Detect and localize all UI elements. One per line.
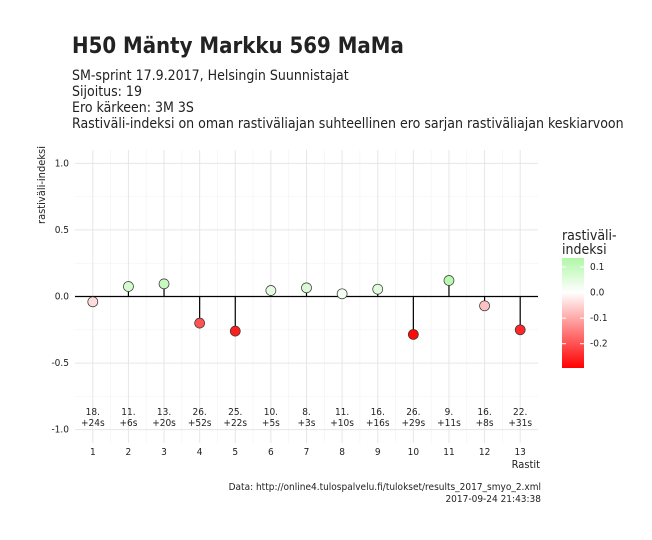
subtitle: Ero kärkeen: 3M 3S xyxy=(72,100,194,116)
x-tick-label: 11 xyxy=(443,447,454,458)
point xyxy=(514,324,526,336)
point xyxy=(265,285,277,296)
split-label: +11s xyxy=(437,418,461,429)
x-tick-label: 4 xyxy=(197,447,203,458)
y-tick-label: 1.0 xyxy=(55,158,70,169)
point xyxy=(336,288,348,300)
split-label: +52s xyxy=(188,418,212,429)
subtitle: SM-sprint 17.9.2017, Helsingin Suunnista… xyxy=(72,68,349,84)
point xyxy=(443,275,455,286)
point xyxy=(229,325,241,337)
rank-label: 16. xyxy=(477,407,491,418)
rank-label: 16. xyxy=(371,407,385,418)
split-label: +24s xyxy=(81,418,105,429)
rank-label: 18. xyxy=(86,407,100,418)
subtitle: Sijoitus: 19 xyxy=(72,84,142,100)
split-label: +3s xyxy=(298,418,316,429)
color-bar xyxy=(562,258,584,368)
point xyxy=(87,296,99,308)
subtitle: Rastiväli-indeksi on oman rastiväliajan … xyxy=(72,116,624,132)
point xyxy=(194,317,206,329)
x-tick-label: 7 xyxy=(304,447,310,458)
x-tick-label: 5 xyxy=(232,447,238,458)
point xyxy=(301,282,312,294)
rank-label: 26. xyxy=(406,407,420,418)
rank-label: 11. xyxy=(335,407,349,418)
split-label: +20s xyxy=(152,418,176,429)
rank-label: 22. xyxy=(513,407,527,418)
x-axis-title: Rastit xyxy=(512,458,540,471)
legend-title: indeksi xyxy=(562,242,607,258)
rank-label: 8. xyxy=(302,407,311,418)
split-label: +5s xyxy=(262,418,280,429)
x-tick-label: 9 xyxy=(375,447,381,458)
rank-label: 9. xyxy=(445,407,454,418)
color-tick-label: 0.0 xyxy=(590,288,605,299)
y-tick-label: 0.0 xyxy=(55,292,70,303)
legend-title: rastiväli- xyxy=(562,228,617,244)
x-tick-label: 12 xyxy=(479,447,490,458)
rank-label: 26. xyxy=(192,407,206,418)
x-tick-label: 8 xyxy=(339,447,345,458)
x-tick-label: 2 xyxy=(126,447,132,458)
point xyxy=(407,329,419,340)
split-label: +6s xyxy=(119,418,137,429)
caption: 2017-09-24 21:43:38 xyxy=(445,494,541,505)
color-tick-label: 0.1 xyxy=(590,262,604,273)
x-tick-label: 10 xyxy=(408,447,420,458)
x-tick-label: 3 xyxy=(161,447,167,458)
color-tick-label: -0.1 xyxy=(590,313,608,324)
split-label: +29s xyxy=(402,418,426,429)
split-label: +22s xyxy=(223,418,247,429)
y-tick-label: -1.0 xyxy=(51,425,69,436)
rank-label: 10. xyxy=(264,407,278,418)
color-tick-label: -0.2 xyxy=(590,339,608,350)
x-tick-label: 6 xyxy=(268,447,274,458)
point xyxy=(479,300,490,312)
y-tick-label: -0.5 xyxy=(51,358,69,369)
rank-label: 25. xyxy=(228,407,242,418)
split-label: +31s xyxy=(508,418,532,429)
point xyxy=(372,283,384,295)
split-label: +8s xyxy=(476,418,494,429)
chart-title: H50 Mänty Markku 569 MaMa xyxy=(72,34,404,59)
x-tick-label: 13 xyxy=(514,447,525,458)
point xyxy=(158,278,170,290)
rank-label: 11. xyxy=(121,407,135,418)
split-label: +10s xyxy=(330,418,354,429)
x-tick-label: 1 xyxy=(90,447,96,458)
split-label: +16s xyxy=(366,418,390,429)
caption: Data: http://online4.tulospalvelu.fi/tul… xyxy=(229,482,541,493)
rank-label: 13. xyxy=(157,407,171,418)
y-tick-label: 0.5 xyxy=(55,225,69,236)
point xyxy=(123,281,134,292)
y-axis-title: rastiväli-indeksi xyxy=(35,146,48,224)
